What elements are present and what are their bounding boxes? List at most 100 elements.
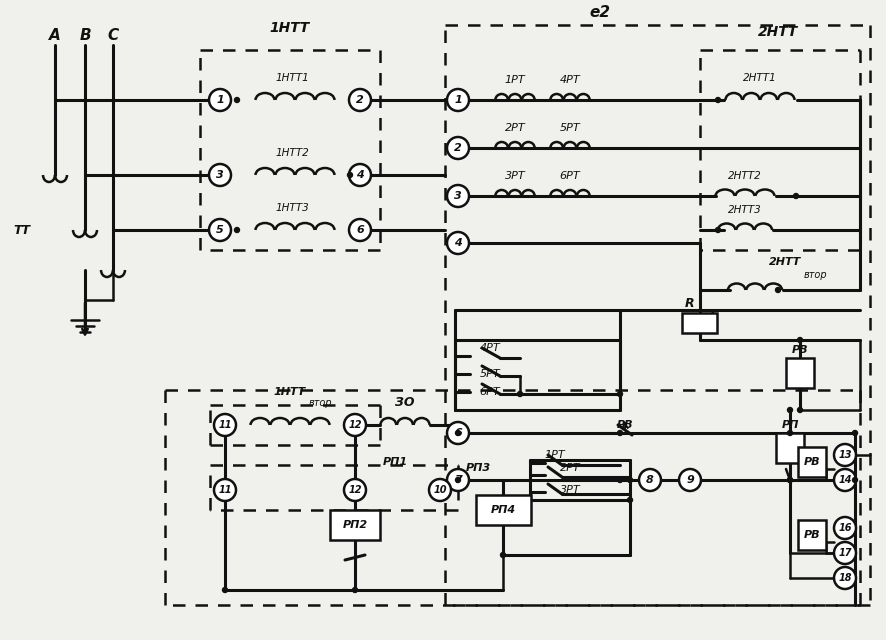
Text: 12: 12 [348,485,361,495]
Text: РВ: РВ [792,345,808,355]
Text: 17: 17 [838,548,851,558]
Text: 3: 3 [216,170,224,180]
Circle shape [639,469,661,491]
Circle shape [222,588,228,593]
Text: 9: 9 [686,475,694,485]
Text: C: C [107,28,119,42]
Text: РП3: РП3 [465,463,491,473]
Text: РП1: РП1 [383,457,408,467]
Text: 5РТ: 5РТ [560,123,580,133]
Circle shape [788,408,792,413]
Text: 4: 4 [356,170,364,180]
Text: 2: 2 [356,95,364,105]
Text: 1НТТ3: 1НТТ3 [276,203,309,213]
Text: 3РТ: 3РТ [560,485,580,495]
Circle shape [214,414,236,436]
Circle shape [235,227,239,232]
Text: 1РТ: 1РТ [545,450,565,460]
Circle shape [834,542,856,564]
Bar [682,313,718,333]
Text: 5: 5 [216,225,224,235]
Text: РВ: РВ [804,457,820,467]
Circle shape [797,408,803,413]
Circle shape [716,227,720,232]
Text: B: B [79,28,90,42]
Circle shape [209,89,231,111]
Text: РП4: РП4 [491,505,516,515]
Text: R: R [685,296,695,310]
Text: 16: 16 [838,523,851,533]
Text: 11: 11 [218,485,232,495]
Text: 2НТТ: 2НТТ [769,257,801,267]
Text: РВ: РВ [617,420,633,430]
Circle shape [347,173,353,177]
Bar [786,358,814,388]
Text: 2НТТ1: 2НТТ1 [743,73,777,83]
Circle shape [447,137,469,159]
Text: РП2: РП2 [342,520,368,530]
Circle shape [834,469,856,491]
Text: 1: 1 [216,95,224,105]
Circle shape [447,469,469,491]
Circle shape [517,392,523,397]
Text: 6: 6 [356,225,364,235]
Text: 2РТ: 2РТ [560,463,580,473]
Circle shape [455,477,461,483]
Circle shape [852,477,858,483]
Circle shape [447,89,469,111]
Text: ТТ: ТТ [13,223,30,237]
Text: 2НТТ: 2НТТ [758,25,798,39]
Circle shape [447,232,469,254]
Circle shape [618,431,623,435]
Text: 2НТТ2: 2НТТ2 [728,171,762,181]
Text: 2НТТ3: 2НТТ3 [728,205,762,215]
Bar [776,433,804,463]
Text: 10: 10 [433,485,447,495]
Circle shape [214,479,236,501]
Text: 8: 8 [646,475,654,485]
Bar [798,520,826,550]
Circle shape [794,193,798,198]
Text: втор: втор [804,270,827,280]
Text: 4: 4 [455,238,462,248]
Text: е2: е2 [589,4,610,19]
Text: 1РТ: 1РТ [505,75,525,85]
Text: 5РТ: 5РТ [479,369,501,379]
Circle shape [775,287,781,292]
Circle shape [788,431,792,435]
Circle shape [834,567,856,589]
Circle shape [447,185,469,207]
Circle shape [344,479,366,501]
Text: 2РТ: 2РТ [505,123,525,133]
Text: втор: втор [308,398,332,408]
Text: 3РТ: 3РТ [505,171,525,181]
Text: 6РТ: 6РТ [479,387,501,397]
Text: 14: 14 [838,475,851,485]
Text: 1НТТ: 1НТТ [274,387,307,397]
Circle shape [455,431,461,435]
Circle shape [344,414,366,436]
Circle shape [429,479,451,501]
Circle shape [349,89,371,111]
Circle shape [716,97,720,102]
Circle shape [501,552,506,557]
Text: 1НТТ1: 1НТТ1 [276,73,309,83]
Bar [476,495,531,525]
Text: 3: 3 [455,191,462,201]
Circle shape [209,219,231,241]
Circle shape [788,477,792,483]
Text: 6РТ: 6РТ [560,171,580,181]
Text: 1: 1 [455,95,462,105]
Text: A: A [49,28,61,42]
Circle shape [447,422,469,444]
Text: 6: 6 [455,428,462,438]
Bar [798,447,826,477]
Circle shape [852,431,858,435]
Text: РВ: РВ [804,530,820,540]
Circle shape [627,477,633,483]
Text: РП: РП [781,420,798,430]
Circle shape [349,219,371,241]
Text: 7: 7 [455,475,462,485]
Text: 2: 2 [455,143,462,153]
Text: 4РТ: 4РТ [479,343,501,353]
